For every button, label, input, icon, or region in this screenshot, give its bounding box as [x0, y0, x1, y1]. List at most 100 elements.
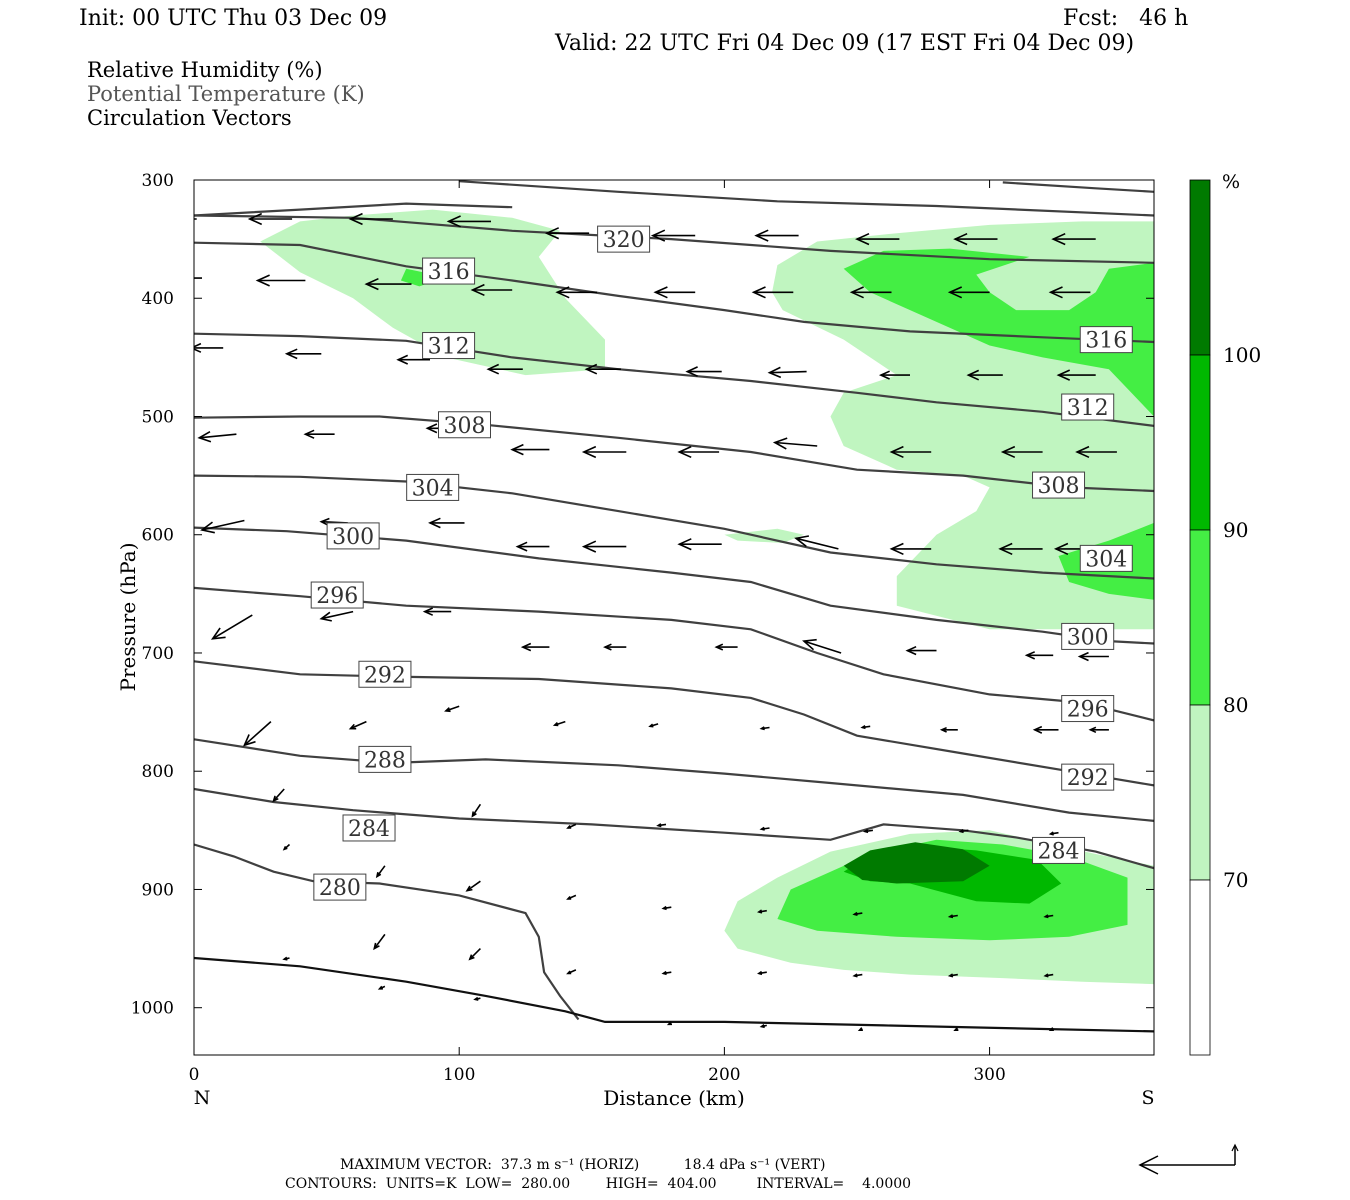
circulation-vector [855, 232, 900, 246]
rh-region-80-5 [843, 248, 1154, 417]
circulation-vector [860, 725, 871, 730]
circulation-vector [581, 540, 627, 553]
circulation-vector [581, 445, 627, 459]
circulation-vector [446, 215, 491, 228]
circulation-vector [428, 517, 465, 529]
plot-frame [193, 179, 1155, 1056]
x-end-label-south: S [1141, 1087, 1154, 1109]
circulation-vector [373, 933, 386, 951]
isentrope-312 [194, 332, 1154, 427]
circulation-vector [470, 283, 513, 297]
circulation-vector [465, 880, 481, 892]
isentrope-label-288: 288 [364, 748, 406, 773]
circulation-vector [1048, 831, 1059, 836]
circulation-vector [958, 829, 969, 834]
colorbar-segment [1189, 179, 1211, 356]
x-tick-label: 200 [708, 1065, 740, 1085]
circulation-vector [197, 431, 237, 443]
legend-theta: Potential Temperature (K) [87, 82, 365, 106]
circulation-vector [677, 445, 720, 459]
isentrope-288 [194, 738, 1154, 822]
isentrope-label-312-box [422, 332, 476, 360]
isentrope-316 [194, 241, 1154, 344]
circulation-vector [468, 948, 481, 961]
x-end-label-north: N [194, 1087, 211, 1109]
forecast-hour: Fcst: 46 h [1063, 6, 1189, 31]
circulation-vector [603, 643, 627, 651]
circulation-vector [802, 638, 842, 654]
circulation-vector [486, 363, 523, 375]
circulation-vector [544, 227, 590, 240]
colorbar-segment [1189, 354, 1211, 531]
isentrope-304 [194, 474, 1154, 580]
circulation-vector [566, 969, 577, 975]
circulation-vector [255, 274, 306, 287]
circulation-vector [889, 445, 932, 459]
isentrope-label-284: 284 [348, 817, 390, 842]
circulation-vector [1048, 286, 1091, 299]
isentrope-label-right-304: 304 [1085, 547, 1127, 572]
contour-info: CONTOURS: UNITS=K LOW= 280.00 HIGH= 404.… [285, 1176, 912, 1192]
circulation-vector [685, 366, 722, 377]
isentrope-label-300: 300 [332, 525, 374, 550]
isentrope-label-292: 292 [364, 663, 406, 688]
circulation-vector [759, 826, 770, 831]
circulation-vector [656, 823, 667, 828]
valid-time: Valid: 22 UTC Fri 04 Dec 09 (17 EST Fri … [555, 31, 1135, 56]
colorbar-segment [1189, 704, 1211, 881]
colorbar-level-label: 90 [1223, 518, 1248, 542]
isentrope-line-11 [194, 202, 513, 217]
isentrope-label-right-316: 316 [1085, 329, 1127, 354]
circulation-vector [396, 354, 430, 365]
circulation-vector [284, 348, 322, 360]
circulation-vector [1032, 725, 1059, 734]
circulation-vector [194, 218, 197, 220]
isentrope-label-right-292-box [1061, 763, 1115, 791]
init-time: Init: 00 UTC Thu 03 Dec 09 [79, 6, 388, 31]
circulation-vector [282, 956, 290, 961]
circulation-vector [303, 429, 335, 439]
isentrope-label-right-312-box [1061, 393, 1115, 421]
isentrope-label-320: 320 [603, 228, 645, 253]
circulation-vector [210, 614, 253, 640]
isentrope-label-right-316-box [1079, 326, 1133, 354]
isentrope-label-280: 280 [319, 876, 361, 901]
circulation-vector [889, 542, 932, 556]
y-tick-label: 700 [142, 644, 174, 664]
circulation-vector [1024, 651, 1054, 660]
isentrope-label-284-box [342, 814, 396, 842]
isentrope-280 [194, 843, 580, 1021]
y-tick-label: 1000 [131, 999, 174, 1019]
circulation-vector [751, 286, 794, 299]
circulation-vector [194, 277, 202, 279]
isentrope-label-right-300: 300 [1067, 625, 1109, 650]
circulation-vector [1077, 651, 1109, 662]
isentrope-296 [194, 586, 1154, 722]
isentrope-label-300-box [326, 522, 380, 550]
circulation-vector [348, 720, 367, 730]
x-tick-label: 100 [443, 1065, 475, 1085]
circulation-vector [852, 911, 863, 916]
circulation-vector [377, 985, 386, 990]
circulation-vector [666, 1021, 672, 1026]
y-tick-label: 800 [142, 762, 174, 782]
circulation-vector [555, 286, 598, 299]
vector-layer [194, 212, 1117, 1031]
isentrope-label-280-box [313, 873, 367, 901]
circulation-vector [947, 914, 958, 919]
circulation-vector [1043, 973, 1054, 978]
circulation-vector [1075, 445, 1117, 459]
reference-vector [1138, 1143, 1239, 1175]
circulation-vector [852, 973, 863, 978]
circulation-vector [772, 437, 818, 450]
isentrope-label-right-300-box [1061, 622, 1115, 650]
circulation-vector [1048, 1027, 1054, 1031]
circulation-vector [422, 607, 452, 616]
circulation-vector [348, 212, 393, 226]
circulation-vector [759, 726, 770, 731]
isentrope-label-right-296-box [1061, 695, 1115, 723]
circulation-vector [242, 721, 272, 747]
circulation-vector [966, 369, 1003, 381]
colorbar-segment [1189, 879, 1211, 1056]
